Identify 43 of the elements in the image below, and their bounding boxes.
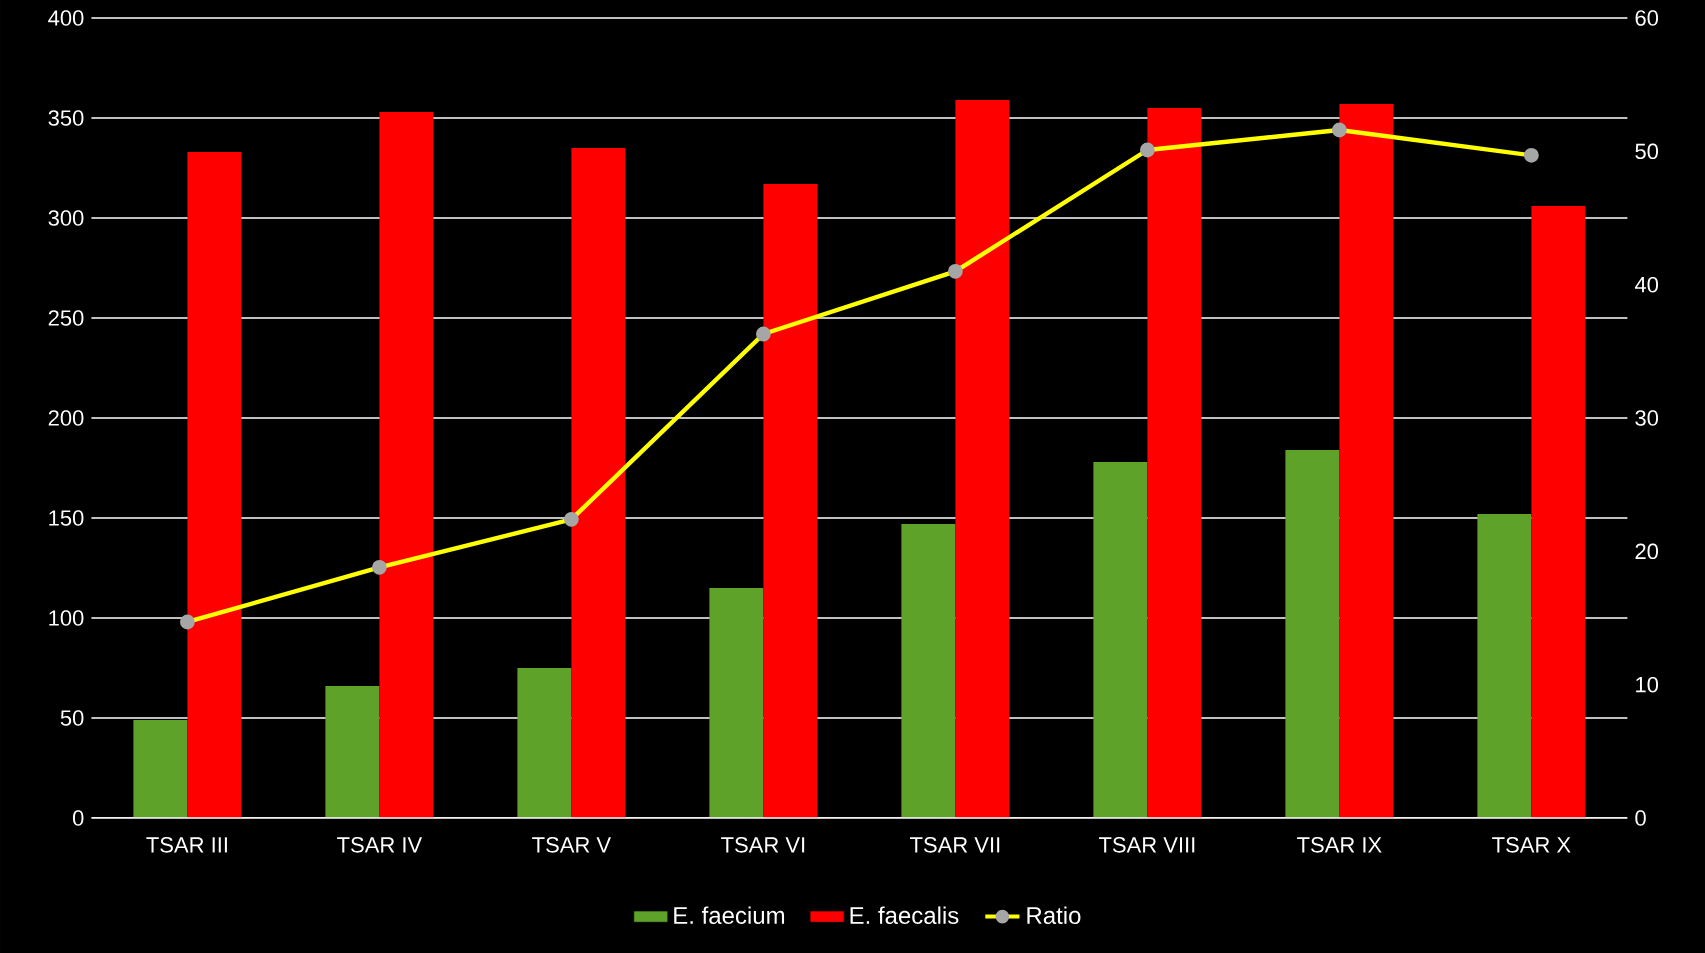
x-tick-label: TSAR VII (910, 837, 1000, 853)
bar (1147, 107, 1202, 818)
y2-tick-label: 10 (1636, 676, 1659, 693)
y2-tick-label: 30 (1635, 410, 1659, 426)
y-tick-label: 400 (48, 10, 84, 26)
legend-label: E. faecalis (850, 906, 959, 924)
x-tick-label: TSAR V (532, 837, 611, 853)
y2-tick-label: 0 (1635, 810, 1646, 826)
bar (955, 99, 1010, 818)
x-tick-label: TSAR IV (337, 837, 423, 853)
y2-tick-label: 60 (1635, 10, 1659, 26)
legend-label: Ratio (1027, 906, 1081, 924)
bar (325, 685, 380, 818)
bar (1285, 449, 1340, 818)
y2-tick-label: 50 (1635, 143, 1659, 160)
bar (1477, 513, 1532, 818)
bar (1093, 461, 1148, 818)
y-tick-label: 250 (48, 310, 84, 326)
bar (133, 719, 188, 818)
x-tick-label: TSAR X (1492, 837, 1571, 853)
bar (901, 523, 956, 818)
y-tick-label: 150 (49, 510, 84, 526)
bar (379, 111, 434, 818)
y-tick-label: 350 (48, 110, 84, 126)
x-tick-label: TSAR VI (721, 837, 805, 853)
bar (187, 151, 242, 818)
y2-tick-label: 20 (1635, 543, 1659, 560)
y-tick-label: 300 (48, 210, 84, 226)
x-tick-label: TSAR III (146, 837, 227, 853)
x-tick-label: TSAR IX (1297, 837, 1382, 853)
bar (709, 587, 764, 818)
bar (1339, 103, 1394, 818)
bar (571, 147, 626, 818)
bar (763, 183, 818, 818)
y-tick-label: 200 (48, 410, 84, 426)
legend-label: E. faecium (674, 906, 785, 924)
bar (1531, 205, 1586, 818)
y-tick-label: 0 (72, 810, 84, 826)
x-tick-label: TSAR VIII (1099, 837, 1195, 853)
y-tick-label: 50 (60, 710, 84, 726)
y-tick-label: 100 (49, 610, 84, 626)
bar (517, 667, 572, 818)
y2-tick-label: 40 (1634, 276, 1659, 293)
